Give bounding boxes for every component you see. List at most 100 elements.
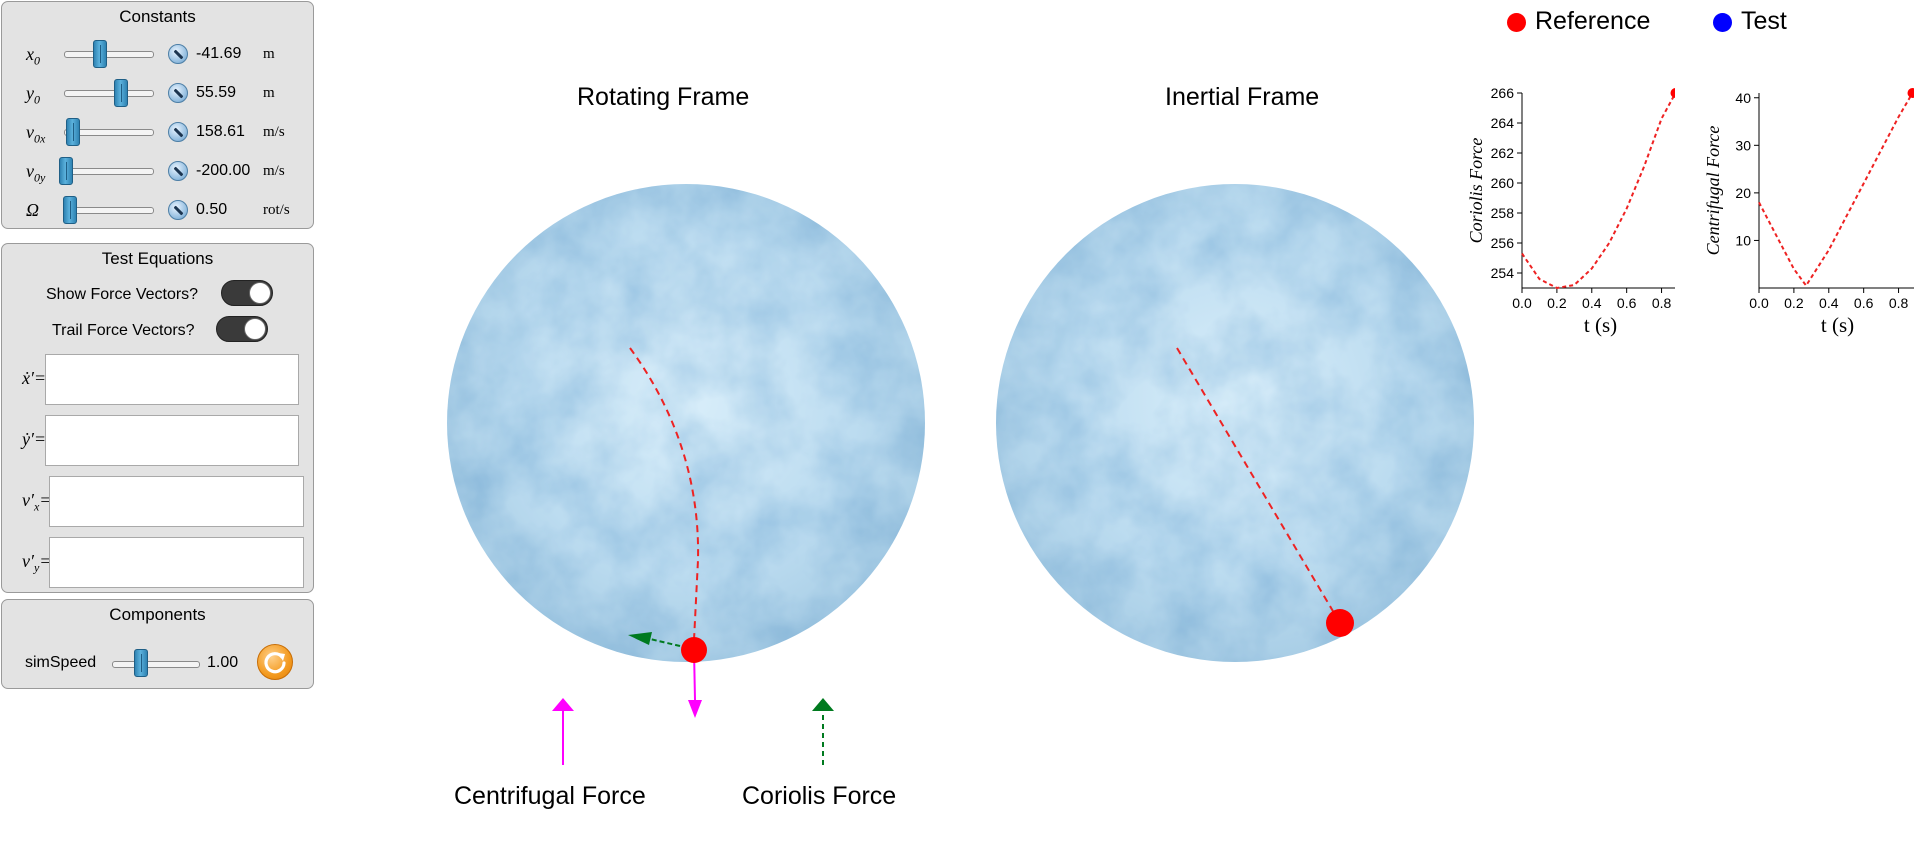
x-tick-label: 0.8 <box>1652 295 1672 311</box>
show-force-vectors-toggle[interactable] <box>221 280 273 306</box>
coriolis-legend-arrowhead <box>812 698 834 711</box>
reference-legend-dot <box>1507 13 1526 32</box>
constant-row-v0x: v0x 158.61 m/s <box>2 118 313 148</box>
omega-slider-track[interactable] <box>64 207 154 214</box>
coriolis-force-chart: 254 256 258 260 262 264 266 0.0 0.2 0.4 0.6 0.8 t (s… <box>1466 85 1675 337</box>
y-tick-label: 254 <box>1491 265 1515 281</box>
x-dot-label: ẋ′= <box>22 368 47 388</box>
reset-icon <box>264 652 286 674</box>
x-tick-label: 0.6 <box>1854 295 1874 311</box>
x0-knob-icon[interactable] <box>168 44 188 64</box>
sim-speed-label: simSpeed <box>25 654 97 671</box>
vy-label: v′y= <box>22 551 52 575</box>
test-legend-label: Test <box>1741 7 1787 35</box>
sim-speed-value: 1.00 <box>207 654 239 671</box>
v0x-unit: m/s <box>263 124 285 140</box>
x-tick-label: 0.6 <box>1617 295 1637 311</box>
x-tick-label: 0.8 <box>1889 295 1909 311</box>
y-axis-label: Centrifugal Force <box>1703 126 1723 256</box>
y-axis-label: Coriolis Force <box>1466 138 1486 244</box>
components-title: Components <box>109 605 206 624</box>
test-legend-dot <box>1713 13 1732 32</box>
trail-force-vectors-toggle[interactable] <box>216 316 268 342</box>
v0y-value: -200.00 <box>196 162 251 179</box>
omega-slider-thumb[interactable] <box>63 196 77 224</box>
omega-symbol: Ω <box>26 200 40 220</box>
components-panel: Components simSpeed 1.00 <box>1 599 314 689</box>
constant-row-y0: y0 55.59 m <box>2 79 313 109</box>
v0x-value: 158.61 <box>196 123 245 140</box>
y0-knob-icon[interactable] <box>168 83 188 103</box>
y-tick-label: 260 <box>1491 175 1515 191</box>
omega-knob-icon[interactable] <box>168 200 188 220</box>
constant-row-v0y: v0y -200.00 m/s <box>2 157 313 187</box>
x-dot-input[interactable] <box>45 354 299 405</box>
y0-slider-track[interactable] <box>64 90 154 97</box>
vx-input[interactable] <box>49 476 304 527</box>
rotating-reference-ball <box>681 637 707 663</box>
y-tick-label: 256 <box>1491 235 1515 251</box>
x0-slider-track[interactable] <box>64 51 154 58</box>
y0-unit: m <box>263 85 275 101</box>
constant-row-omega: Ω 0.50 rot/s <box>2 196 313 226</box>
inertial-frame-title: Inertial Frame <box>1165 83 1320 111</box>
omega-value: 0.50 <box>196 201 228 218</box>
rotating-frame-title: Rotating Frame <box>577 83 750 111</box>
x-axis-label: t (s) <box>1584 313 1617 337</box>
v0y-knob-icon[interactable] <box>168 161 188 181</box>
series-line <box>1758 92 1914 288</box>
y-tick-label: 20 <box>1735 185 1751 201</box>
centrifugal-vector <box>693 649 696 701</box>
y-tick-label: 40 <box>1735 90 1751 106</box>
sim-speed-slider-track[interactable] <box>112 661 200 668</box>
constant-row-x0: x0 -41.69 m <box>2 40 313 70</box>
v0x-symbol: v0x <box>26 122 46 146</box>
x-tick-label: 0.2 <box>1547 295 1567 311</box>
y-tick-label: 262 <box>1491 145 1515 161</box>
coriolis-vector <box>649 638 681 647</box>
y-tick-label: 10 <box>1735 232 1751 248</box>
vx-label: v′x= <box>22 490 52 514</box>
centrifugal-legend-arrowhead <box>552 698 574 711</box>
x0-unit: m <box>263 46 275 62</box>
omega-unit: rot/s <box>263 202 290 218</box>
y-dot-label: ẏ′= <box>22 429 47 449</box>
x0-value: -41.69 <box>196 45 242 62</box>
constants-panel: Constants x0 -41.69 m y0 55.59 m v0x 158… <box>1 1 314 229</box>
v0x-slider-track[interactable] <box>64 129 154 136</box>
v0x-knob-icon[interactable] <box>168 122 188 142</box>
v0y-slider-track[interactable] <box>64 168 154 175</box>
coriolis-vector-head <box>628 632 652 645</box>
sim-speed-slider-thumb[interactable] <box>134 649 148 677</box>
v0y-slider-thumb[interactable] <box>59 157 73 185</box>
vy-input[interactable] <box>49 537 304 588</box>
rotating-planet <box>447 184 925 662</box>
x-tick-label: 0.2 <box>1784 295 1804 311</box>
y0-value: 55.59 <box>196 84 237 101</box>
test-equations-title: Test Equations <box>101 249 214 268</box>
inertial-planet <box>996 184 1474 662</box>
series-endpoint <box>1907 88 1914 98</box>
y-dot-input[interactable] <box>45 415 299 466</box>
y-tick-label: 264 <box>1491 115 1515 131</box>
series-endpoint <box>1670 88 1675 98</box>
x-axis-label: t (s) <box>1821 313 1854 337</box>
x-tick-label: 0.4 <box>1819 295 1839 311</box>
v0x-slider-thumb[interactable] <box>66 118 80 146</box>
v0y-unit: m/s <box>263 163 285 179</box>
x0-slider-thumb[interactable] <box>93 40 107 68</box>
reset-button[interactable] <box>257 644 293 680</box>
y0-slider-thumb[interactable] <box>114 79 128 107</box>
inertial-reference-ball <box>1326 609 1354 637</box>
inertial-trajectory <box>1176 347 1341 624</box>
centrifugal-vector-head <box>688 700 702 718</box>
y-tick-label: 266 <box>1491 85 1515 101</box>
coriolis-force-label: Coriolis Force <box>742 782 897 810</box>
v0y-symbol: v0y <box>26 161 46 185</box>
y-tick-label: 30 <box>1735 137 1751 153</box>
y-tick-label: 258 <box>1491 205 1515 221</box>
reference-legend-label: Reference <box>1535 7 1651 35</box>
series-line <box>1521 92 1675 290</box>
x0-symbol: x0 <box>26 44 40 68</box>
x-tick-label: 0.0 <box>1512 295 1532 311</box>
